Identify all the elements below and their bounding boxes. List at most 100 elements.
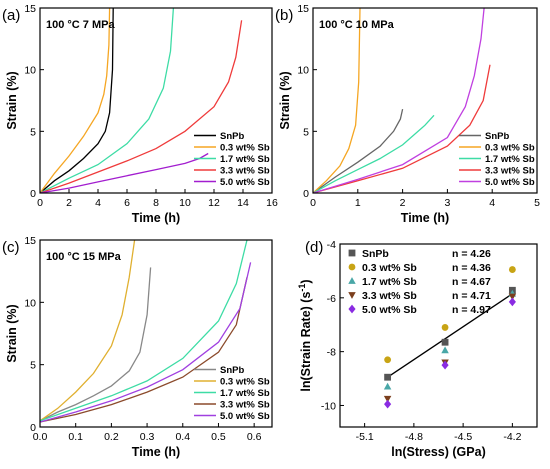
data-point xyxy=(384,373,392,381)
x-tick-label: 10 xyxy=(179,197,191,209)
x-tick-label: 8 xyxy=(153,197,159,209)
plot-area xyxy=(40,240,252,423)
series-line-snpb xyxy=(313,108,404,193)
legend-label: 5.0 wt% Sb xyxy=(220,411,270,422)
y-tick-label: 5 xyxy=(30,126,36,138)
plot-area xyxy=(40,8,243,193)
plot-frame xyxy=(339,243,538,428)
legend-marker xyxy=(348,304,356,314)
legend-label: SnPb xyxy=(485,131,509,142)
series-line-3-3-wt-sb xyxy=(313,64,491,193)
x-tick-label: 4 xyxy=(95,197,101,209)
legend-marker xyxy=(348,249,356,257)
panel-a: (a) 0 2 4 6 8 10 12 14 16 0 5 10 15 Time (h) Strain (%)… xyxy=(2,3,278,225)
legend-label: SnPb xyxy=(220,131,244,142)
legend-label: 1.7 wt% Sb xyxy=(362,276,417,288)
data-point xyxy=(383,395,392,403)
data-point xyxy=(441,360,449,370)
legend-marker xyxy=(348,263,356,271)
legend-label: 1.7 wt% Sb xyxy=(220,154,270,165)
panel-label: (a) xyxy=(2,7,20,24)
plot-area xyxy=(383,266,517,409)
x-tick-label: -4.2 xyxy=(503,431,521,443)
legend-label: 3.3 wt% Sb xyxy=(362,290,417,302)
panel-label: (b) xyxy=(275,7,293,24)
y-tick-label: -4 xyxy=(327,239,336,251)
x-tick-label: 6 xyxy=(124,197,130,209)
legend-label: 5.0 wt% Sb xyxy=(220,177,270,188)
legend-marker xyxy=(348,292,356,299)
y-tick-label: 5 xyxy=(30,360,36,372)
series-line-0-3-wt-sb xyxy=(40,240,136,422)
x-tick-label: 14 xyxy=(237,197,249,209)
y-axis-label: Strain (%) xyxy=(5,304,19,362)
plot-frame xyxy=(312,7,538,194)
y-tick-label: 10 xyxy=(297,65,309,77)
legend-label: 0.3 wt% Sb xyxy=(220,377,270,388)
legend-label: 0.3 wt% Sb xyxy=(362,262,417,274)
panel-label: (c) xyxy=(2,239,20,256)
panel-d: (d) -5.1 -4.8 -4.5 -4.2 -4 -6 -8 -10 ln(Stress) (… xyxy=(297,239,538,459)
x-tick-label: 1 xyxy=(355,197,361,209)
stress-exponent-label: n = 4.67 xyxy=(452,276,491,288)
series-line-1-7-wt-sb xyxy=(313,114,435,193)
data-point xyxy=(384,356,392,364)
panel-label: (d) xyxy=(305,239,323,256)
x-tick-label: 0.3 xyxy=(140,431,155,443)
x-tick-label: -4.8 xyxy=(405,431,423,443)
x-tick-label: 0.6 xyxy=(247,431,262,443)
legend-label: 3.3 wt% Sb xyxy=(220,166,270,177)
x-tick-label: 3 xyxy=(444,197,450,209)
series-line-0-3-wt-sb xyxy=(40,8,111,193)
x-axis-label: Time (h) xyxy=(401,211,449,225)
x-tick-label: 12 xyxy=(208,197,220,209)
y-tick-label: 15 xyxy=(297,3,309,15)
series-line-snpb xyxy=(40,8,114,193)
y-tick-label: 5 xyxy=(303,126,309,138)
panel-b: (b) 0 1 2 3 4 5 0 5 10 15 Time (h) Strain (%) 100 °C … xyxy=(275,3,540,225)
x-tick-label: 2 xyxy=(66,197,72,209)
series-line-5-0-wt-sb xyxy=(313,8,485,193)
panel-c: (c) 0.0 0.1 0.2 0.3 0.4 0.5 0.6 0 5 10 15 Time (h) St… xyxy=(2,235,273,459)
legend-label: SnPb xyxy=(220,365,244,376)
y-axis-label-tail: ) xyxy=(299,279,313,283)
plot-frame xyxy=(39,239,273,428)
series-line-0-3-wt-sb xyxy=(313,8,361,193)
y-tick-label: 0 xyxy=(30,422,36,434)
y-tick-label: 0 xyxy=(303,188,309,200)
data-point xyxy=(441,324,449,331)
x-tick-label: -5.1 xyxy=(356,431,374,443)
y-axis-label: ln(Strain Rate) (s-1) xyxy=(297,279,313,391)
stress-exponent-label: n = 4.97 xyxy=(452,304,491,316)
x-tick-label: 5 xyxy=(534,197,540,209)
condition-annotation: 100 °C 15 MPa xyxy=(46,251,122,263)
data-point xyxy=(441,338,449,346)
legend-label: SnPb xyxy=(362,248,389,260)
legend-label: 3.3 wt% Sb xyxy=(220,400,270,411)
x-tick-label: 0.2 xyxy=(104,431,119,443)
stress-exponent-label: n = 4.36 xyxy=(452,262,491,274)
x-tick-label: 0.5 xyxy=(211,431,226,443)
y-tick-label: 15 xyxy=(24,235,36,247)
legend-label: 3.3 wt% Sb xyxy=(485,166,535,177)
legend-marker xyxy=(348,277,356,284)
data-point xyxy=(508,293,517,301)
stress-exponent-label: n = 4.26 xyxy=(452,248,491,260)
stress-exponent-label: n = 4.71 xyxy=(452,290,491,302)
y-tick-label: -10 xyxy=(321,400,336,412)
x-tick-label: 0.1 xyxy=(68,431,83,443)
series-line-5-0-wt-sb xyxy=(40,262,252,423)
legend-label: 1.7 wt% Sb xyxy=(485,154,535,165)
legend-label: 5.0 wt% Sb xyxy=(362,304,417,316)
x-axis-label: Time (h) xyxy=(132,445,180,459)
x-tick-label: 0.4 xyxy=(175,431,190,443)
data-point xyxy=(384,399,392,409)
series-line-3-3-wt-sb xyxy=(40,277,248,423)
series-line-1-7-wt-sb xyxy=(40,8,175,193)
y-axis-label-main: ln(Strain Rate) (s xyxy=(299,292,313,392)
data-point xyxy=(508,297,516,307)
y-axis-label-sup: -1 xyxy=(297,284,307,292)
y-tick-label: -6 xyxy=(327,293,336,305)
x-axis-label: ln(Stress) (GPa) xyxy=(391,445,485,459)
